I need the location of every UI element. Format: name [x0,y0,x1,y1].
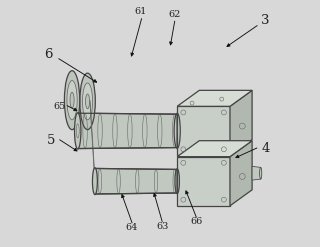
Text: 3: 3 [261,14,270,27]
Text: 64: 64 [125,223,138,232]
Ellipse shape [67,81,77,120]
Polygon shape [177,141,252,157]
Ellipse shape [83,83,92,120]
Polygon shape [252,166,261,180]
Ellipse shape [80,73,95,130]
Ellipse shape [75,113,81,149]
Polygon shape [177,90,252,106]
Ellipse shape [70,92,74,108]
Ellipse shape [64,71,80,130]
Text: 66: 66 [191,217,203,226]
Polygon shape [230,90,252,155]
Text: 63: 63 [156,222,169,231]
Ellipse shape [92,168,97,195]
Text: 62: 62 [169,10,181,19]
Text: 6: 6 [44,48,52,61]
Polygon shape [230,141,252,206]
Polygon shape [95,168,177,194]
Ellipse shape [85,94,90,109]
Polygon shape [78,113,177,148]
Text: 65: 65 [53,102,65,111]
Polygon shape [177,106,230,155]
Text: 4: 4 [261,142,270,155]
Ellipse shape [260,167,262,179]
Polygon shape [177,157,230,206]
Text: 61: 61 [134,7,147,16]
Text: 5: 5 [46,134,55,147]
